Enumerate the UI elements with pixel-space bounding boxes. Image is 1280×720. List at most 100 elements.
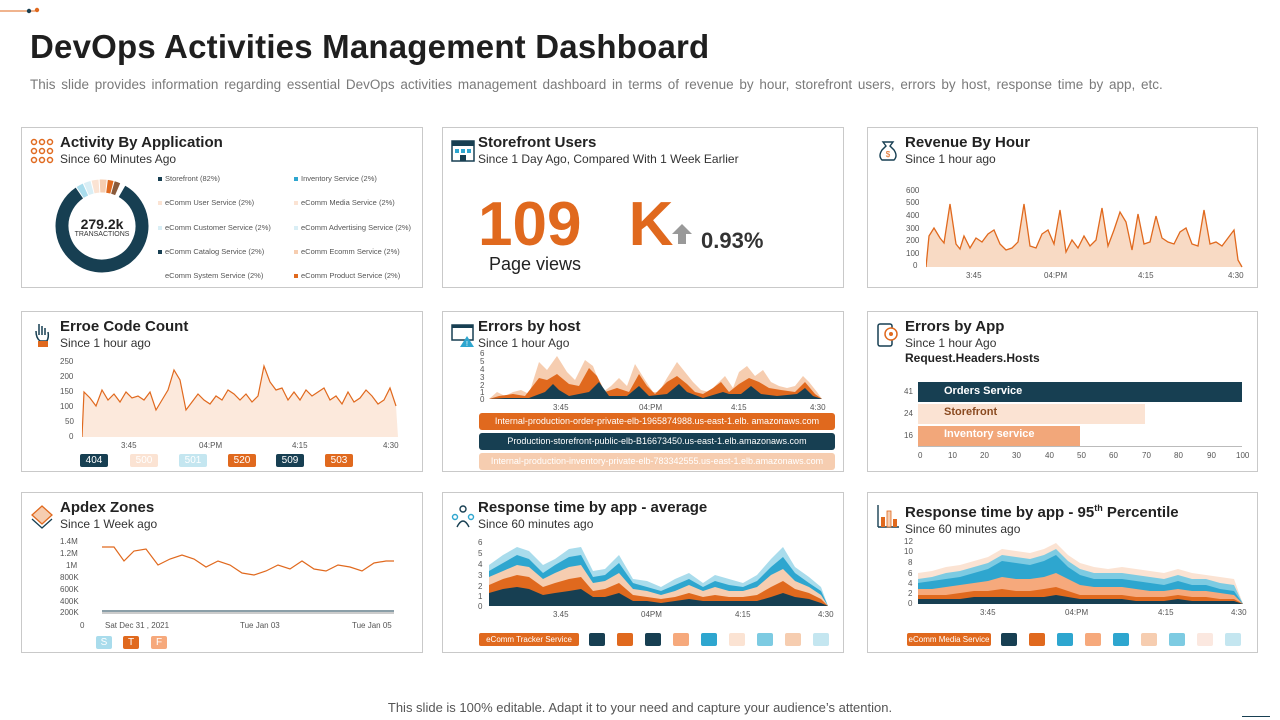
x-tick: 100 — [1236, 451, 1250, 460]
y-tick: 6 — [478, 538, 483, 547]
bar-count: 41 — [904, 387, 913, 396]
apdex-line-chart — [102, 546, 394, 614]
money-bag-icon: $ — [879, 141, 897, 161]
response-95-stacked-area-chart — [918, 543, 1243, 604]
legend-swatch — [617, 633, 633, 646]
activity-title: Activity By Application — [60, 134, 223, 151]
errors-app-title: Errors by App — [905, 318, 1005, 335]
y-tick: 3 — [478, 571, 483, 580]
y-tick: 250 — [60, 357, 74, 366]
storefront-title: Storefront Users — [478, 134, 597, 151]
legend-item: eComm User Service (2%) — [158, 198, 254, 207]
legend-item: eComm Product Service (2%) — [294, 271, 400, 280]
host-bar-inventory: Internal-production-inventory-private-el… — [479, 453, 835, 470]
storefront-change: 0.93% — [701, 228, 764, 253]
errors-host-subtitle: Since 1 hour Ago — [478, 336, 570, 350]
x-tick: 3:45 — [121, 441, 137, 450]
legend-swatch — [1141, 633, 1157, 646]
x-tick: 70 — [1142, 451, 1151, 460]
y-tick: 500 — [906, 198, 920, 207]
x-tick: 4:15 — [292, 441, 308, 450]
x-tick: 04:PM — [639, 403, 663, 412]
layers-icon — [31, 505, 53, 529]
error-code-subtitle: Since 1 hour ago — [60, 336, 151, 350]
svg-text:$: $ — [886, 150, 891, 159]
y-tick: 1 — [478, 592, 483, 601]
decorative-line-icon — [0, 7, 40, 14]
x-tick: 10 — [948, 451, 957, 460]
x-tick: 60 — [1109, 451, 1118, 460]
arrow-up-icon — [672, 224, 692, 244]
legend-label-chip: eComm Tracker Service — [479, 633, 579, 646]
y-tick: 0 — [908, 599, 913, 608]
legend-swatch — [1197, 633, 1213, 646]
apdex-title: Apdex Zones — [60, 499, 155, 516]
error-code-chip: 503 — [325, 454, 353, 467]
x-tick: 4:15 — [731, 403, 747, 412]
errors-host-title: Errors by host — [478, 318, 581, 335]
error-code-title: Erroe Code Count — [60, 318, 189, 335]
storefront-users-panel: Storefront Users Since 1 Day Ago, Compar… — [442, 127, 844, 288]
x-tick: 3:45 — [980, 608, 996, 617]
legend-item: eComm Media Service (2%) — [294, 198, 395, 207]
bar-label: Orders Service — [944, 385, 1023, 397]
x-tick: 20 — [980, 451, 989, 460]
y-tick: 300 — [906, 224, 920, 233]
apdex-chip: T — [123, 636, 139, 649]
response-avg-title: Response time by app - average — [478, 499, 708, 516]
bar-count: 24 — [904, 409, 913, 418]
x-tick: 4:30 — [810, 403, 826, 412]
x-tick: 4:15 — [1138, 271, 1154, 280]
storefront-value: 109 K — [478, 190, 674, 259]
x-tick: 4:30 — [818, 610, 834, 619]
x-tick: Tue Jan 03 — [240, 621, 280, 630]
legend-swatch — [1225, 633, 1241, 646]
legend-swatch — [1029, 633, 1045, 646]
errors-app-subtitle: Since 1 hour Ago — [905, 336, 997, 350]
y-tick: 200K — [60, 608, 79, 617]
legend-item: eComm Catalog Service (2%) — [158, 247, 264, 256]
x-tick: 4:15 — [735, 610, 751, 619]
error-code-chip: 404 — [80, 454, 108, 467]
y-tick: 10 — [904, 547, 913, 556]
response-avg-stacked-area-chart — [489, 547, 828, 606]
y-tick: 4 — [480, 365, 485, 374]
y-tick: 200 — [60, 372, 74, 381]
host-bar-order: Internal-production-order-private-elb-19… — [479, 413, 835, 430]
legend-swatch — [757, 633, 773, 646]
x-tick: 50 — [1077, 451, 1086, 460]
response-time-95th-panel: Response time by app - 95th Percentile S… — [867, 492, 1258, 653]
y-tick: 6 — [908, 569, 913, 578]
y-tick: 5 — [478, 549, 483, 558]
y-tick: 100 — [906, 249, 920, 258]
y-tick: 0 — [913, 261, 918, 270]
donut-center-label: TRANSACTIONS — [74, 231, 130, 238]
y-tick: 6 — [480, 349, 485, 358]
bar-count: 16 — [904, 431, 913, 440]
bar-chart-icon — [877, 505, 899, 528]
monitor-warning-icon: ! — [451, 324, 474, 348]
x-tick: 04PM — [641, 610, 662, 619]
y-tick: 0 — [478, 602, 483, 611]
y-tick: 50 — [65, 417, 74, 426]
x-tick: 80 — [1174, 451, 1183, 460]
errors-by-app-panel: Errors by App Since 1 hour Ago Request.H… — [867, 311, 1258, 472]
y-tick: 2 — [908, 589, 913, 598]
team-network-icon — [451, 505, 475, 528]
x-tick: 0 — [918, 451, 923, 460]
dots-grid-icon — [30, 138, 54, 164]
x-tick: 30 — [1012, 451, 1021, 460]
y-tick: 1M — [66, 561, 78, 570]
transactions-donut-chart — [55, 179, 149, 273]
y-tick: 600 — [906, 186, 920, 195]
page-subtitle: This slide provides information regardin… — [30, 77, 1163, 92]
response-95-subtitle: Since 60 minutes ago — [905, 522, 1021, 536]
legend-item: eComm System Service (2%) — [158, 271, 263, 280]
y-tick: 1 — [480, 388, 485, 397]
y-tick: 600K — [60, 585, 79, 594]
legend-swatch — [589, 633, 605, 646]
response-95-title: Response time by app - 95th Percentile — [905, 503, 1179, 521]
storefront-caption: Page views — [489, 254, 582, 274]
error-code-chip: 501 — [179, 454, 207, 467]
legend-item: eComm Ecomm Service (2%) — [294, 247, 400, 256]
